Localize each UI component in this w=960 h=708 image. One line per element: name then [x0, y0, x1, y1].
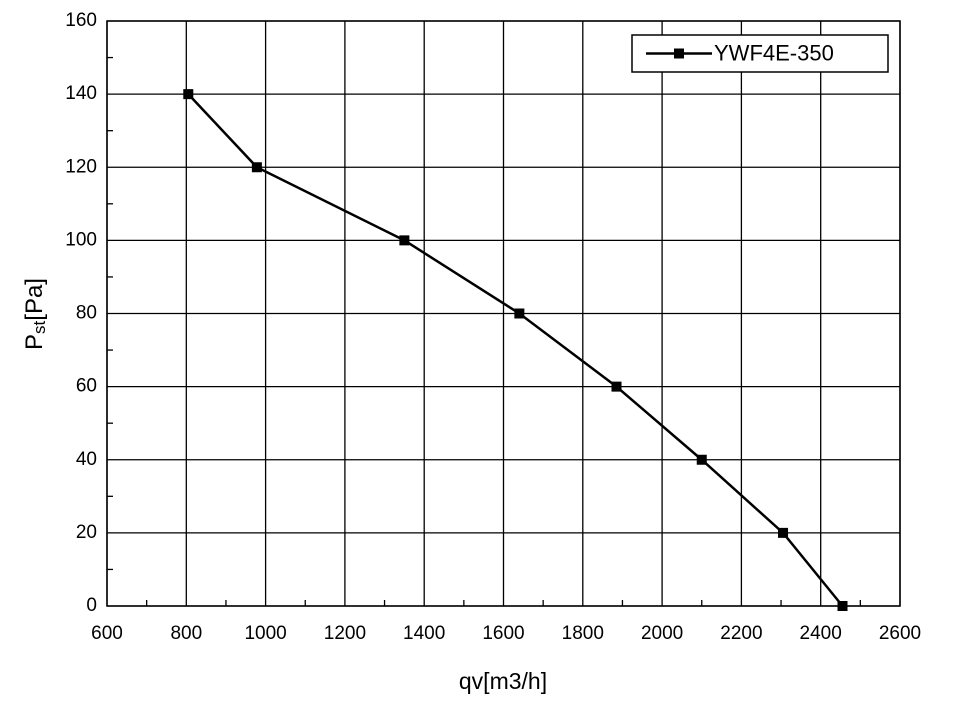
legend-label: YWF4E-350 — [714, 40, 834, 65]
data-point — [611, 381, 622, 392]
y-label-base: P — [21, 334, 48, 350]
y-tick-label: 20 — [76, 522, 97, 543]
data-point — [696, 454, 707, 465]
y-tick-label: 0 — [86, 595, 97, 616]
x-tick-label: 1200 — [324, 623, 366, 644]
data-point — [837, 601, 848, 611]
y-label-sub: st — [30, 320, 49, 334]
data-point — [778, 527, 789, 538]
series-line — [187, 93, 844, 607]
legend-marker — [674, 48, 684, 59]
x-tick-label: 2600 — [879, 623, 921, 644]
x-tick-label: 1800 — [562, 623, 604, 644]
x-axis-label: qv[m3/h] — [459, 668, 547, 694]
y-axis-label: Pst[Pa] — [21, 278, 49, 350]
x-tick-label: 2000 — [641, 623, 683, 644]
y-tick-label: 120 — [65, 156, 97, 177]
x-tick-label: 1400 — [403, 623, 445, 644]
x-tick-label: 2400 — [800, 623, 842, 644]
x-tick-label: 800 — [170, 623, 202, 644]
y-tick-label: 100 — [65, 229, 97, 250]
x-tick-label: 1000 — [244, 623, 286, 644]
y-tick-label: 140 — [65, 83, 97, 104]
x-tick-label: 2200 — [720, 623, 762, 644]
y-tick-label: 40 — [76, 449, 97, 470]
y-tick-label: 160 — [65, 10, 97, 31]
data-point — [399, 235, 410, 246]
y-tick-label: 60 — [76, 376, 97, 397]
data-point — [183, 89, 194, 100]
y-label-unit: [Pa] — [21, 278, 48, 321]
y-tick-label: 80 — [76, 303, 97, 324]
plot-frame — [106, 20, 901, 607]
data-point — [514, 308, 525, 319]
x-tick-label: 600 — [91, 623, 123, 644]
x-tick-label: 1600 — [482, 623, 524, 644]
data-point — [251, 162, 262, 173]
